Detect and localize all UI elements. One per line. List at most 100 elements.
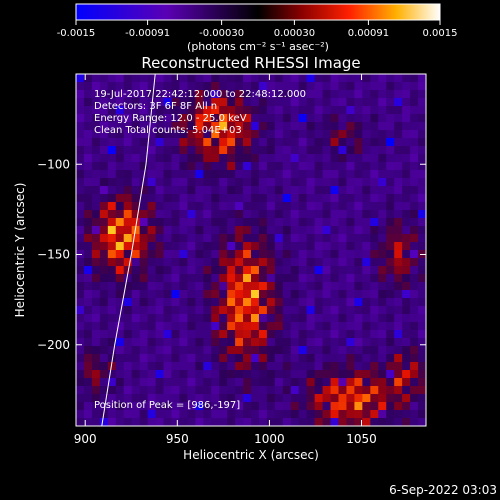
heatmap-cell — [314, 82, 323, 91]
heatmap-cell — [314, 130, 323, 139]
heatmap-cell — [282, 194, 292, 203]
heatmap-cell — [394, 378, 403, 387]
heatmap-cell — [402, 402, 411, 411]
heatmap-cell — [76, 282, 85, 291]
heatmap-cell — [378, 298, 387, 307]
heatmap-cell — [91, 146, 101, 155]
heatmap-cell — [362, 274, 371, 283]
heatmap-cell — [346, 402, 355, 411]
heatmap-cell — [179, 122, 188, 131]
heatmap-cell — [322, 202, 331, 211]
heatmap-cell — [410, 90, 419, 99]
heatmap-cell — [282, 114, 292, 123]
heatmap-cell — [330, 346, 339, 355]
heatmap-cell — [322, 354, 331, 363]
heatmap-cell — [171, 394, 180, 403]
heatmap-cell — [211, 186, 220, 195]
heatmap-cell — [362, 402, 371, 411]
y-axis-label: Heliocentric Y (arcsec) — [13, 183, 27, 318]
heatmap-cell — [418, 394, 426, 403]
heatmap-cell — [394, 314, 403, 323]
heatmap-cell — [338, 82, 347, 91]
heatmap-cell — [258, 282, 268, 291]
heatmap-cell — [91, 74, 101, 83]
heatmap-cell — [370, 346, 379, 355]
heatmap-cell — [139, 138, 148, 147]
heatmap-cell — [99, 346, 109, 355]
heatmap-cell — [338, 346, 347, 355]
heatmap-cell — [290, 274, 300, 283]
heatmap-cell — [115, 298, 125, 307]
heatmap-cell — [203, 338, 212, 347]
heatmap-cell — [306, 154, 316, 163]
solar-limb-line — [101, 74, 156, 426]
heatmap-cell — [322, 346, 331, 355]
heatmap-cell — [227, 154, 236, 163]
heatmap-cell — [290, 162, 300, 171]
colorbar-tick-label: -0.0015 — [57, 28, 96, 39]
heatmap-cell — [187, 346, 196, 355]
heatmap-cell — [338, 202, 347, 211]
heatmap-cell — [394, 394, 403, 403]
heatmap-cell — [235, 186, 244, 195]
heatmap-cell — [171, 178, 180, 187]
heatmap-cell — [235, 218, 244, 227]
heatmap-cell — [163, 378, 172, 387]
heatmap-cell — [394, 402, 403, 411]
heatmap-cell — [394, 170, 403, 179]
heatmap-cell — [187, 394, 196, 403]
heatmap-cell — [378, 138, 387, 147]
heatmap-cell — [139, 330, 148, 339]
heatmap-cell — [243, 338, 252, 347]
heatmap-cell — [139, 378, 148, 387]
heatmap-cell — [402, 338, 411, 347]
heatmap-cell — [290, 282, 300, 291]
heatmap-cell — [258, 218, 268, 227]
heatmap-cell — [394, 282, 403, 291]
heatmap-cell — [179, 338, 188, 347]
heatmap-cell — [203, 314, 212, 323]
heatmap-cell — [418, 210, 426, 219]
heatmap-cell — [187, 386, 196, 395]
heatmap-cell — [402, 98, 411, 107]
heatmap-cell — [163, 82, 172, 91]
heatmap-cell — [410, 226, 419, 235]
heatmap-cell — [362, 74, 371, 83]
heatmap-cell — [219, 186, 228, 195]
heatmap-cell — [203, 218, 212, 227]
heatmap-cell — [155, 298, 164, 307]
heatmap-cell — [83, 386, 93, 395]
heatmap-cell — [290, 154, 300, 163]
heatmap-cell — [378, 274, 387, 283]
heatmap-cell — [211, 322, 220, 331]
heatmap-cell — [155, 322, 164, 331]
heatmap-cell — [91, 154, 101, 163]
heatmap-cell — [147, 330, 156, 339]
heatmap-cell — [235, 386, 244, 395]
heatmap-cell — [282, 130, 292, 139]
heatmap-cell — [402, 330, 411, 339]
heatmap-cell — [203, 282, 212, 291]
heatmap-cell — [378, 106, 387, 115]
heatmap-cell — [115, 234, 125, 243]
heatmap-cell — [282, 82, 292, 91]
heatmap-cell — [171, 114, 180, 123]
heatmap-cell — [235, 362, 244, 371]
heatmap-cell — [378, 338, 387, 347]
heatmap-cell — [163, 290, 172, 299]
heatmap-cell — [99, 114, 109, 123]
heatmap-cell — [338, 394, 347, 403]
heatmap-cell — [330, 74, 339, 83]
heatmap-cell — [155, 114, 164, 123]
x-tick-label: 1000 — [254, 432, 285, 446]
heatmap-cell — [338, 410, 347, 419]
heatmap-cell — [386, 90, 395, 99]
heatmap-cell — [83, 250, 93, 259]
heatmap-cell — [155, 282, 164, 291]
heatmap-cell — [314, 154, 323, 163]
heatmap-cell — [179, 346, 188, 355]
heatmap-cell — [235, 314, 244, 323]
heatmap-cell — [115, 218, 125, 227]
heatmap-cell — [171, 74, 180, 83]
heatmap-cell — [370, 354, 379, 363]
